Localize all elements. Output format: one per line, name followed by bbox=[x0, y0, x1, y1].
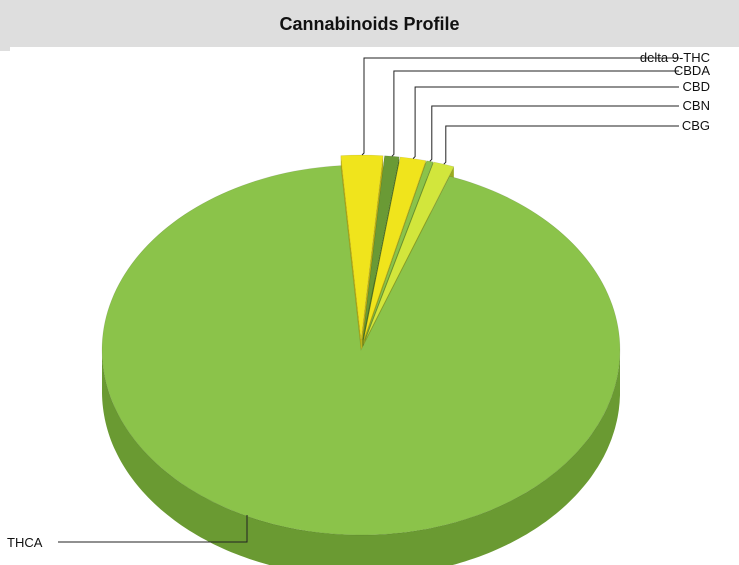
chart-title: Cannabinoids Profile bbox=[279, 14, 460, 34]
svg-text:CBDA: CBDA bbox=[674, 63, 710, 78]
pie-label-thca: THCA bbox=[7, 515, 248, 550]
title-bar bbox=[0, 0, 739, 51]
pie-label-delta-9-thc: delta 9-THC bbox=[361, 50, 710, 156]
svg-text:delta 9-THC: delta 9-THC bbox=[640, 50, 710, 65]
svg-text:CBD: CBD bbox=[683, 79, 710, 94]
pie-label-cbd: CBD bbox=[412, 79, 710, 159]
pie-slices bbox=[101, 154, 621, 536]
pie-slice-thca bbox=[101, 165, 621, 536]
pie-side-thca bbox=[102, 347, 620, 565]
svg-text:CBG: CBG bbox=[682, 118, 710, 133]
pie-label-cbda: CBDA bbox=[391, 63, 710, 157]
pie-label-cbn: CBN bbox=[429, 98, 710, 162]
svg-text:CBN: CBN bbox=[683, 98, 710, 113]
pie-slice-delta-9-thc bbox=[340, 154, 384, 341]
title-bar-notch bbox=[0, 47, 10, 51]
svg-text:THCA: THCA bbox=[7, 535, 43, 550]
pie-label-cbg: CBG bbox=[443, 118, 710, 165]
